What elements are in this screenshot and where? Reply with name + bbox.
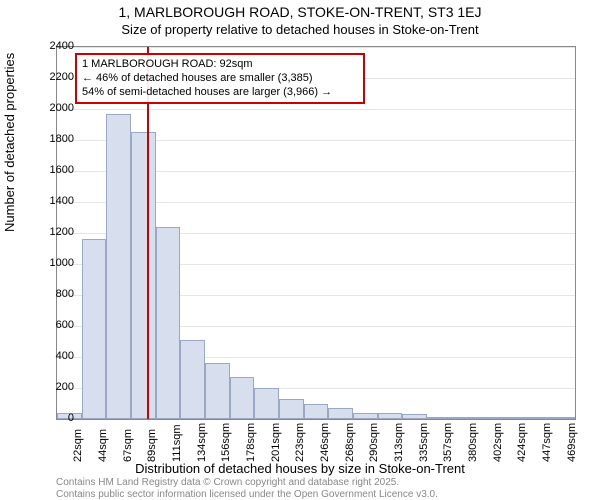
histogram-bar [304, 404, 329, 420]
x-tick-label: 22sqm [72, 429, 84, 462]
histogram-bar [131, 132, 156, 419]
histogram-bar [254, 388, 279, 419]
chart-subtitle: Size of property relative to detached ho… [0, 22, 600, 37]
gridline [57, 109, 575, 110]
y-tick-label: 400 [34, 350, 74, 362]
y-tick-label: 1000 [34, 257, 74, 269]
x-tick-label: 178sqm [245, 423, 257, 462]
x-tick-label: 89sqm [146, 429, 158, 462]
x-axis-title: Distribution of detached houses by size … [0, 461, 600, 476]
x-tick-label: 111sqm [171, 424, 183, 462]
y-tick-label: 2400 [34, 40, 74, 52]
histogram-bar [550, 417, 575, 419]
annotation-title: 1 MARLBOROUGH ROAD: 92sqm [82, 58, 358, 72]
histogram-bar [328, 408, 353, 419]
y-tick-label: 0 [34, 412, 74, 424]
y-axis-title: Number of detached properties [2, 53, 17, 232]
x-tick-label: 223sqm [294, 423, 306, 462]
gridline [57, 47, 575, 48]
x-tick-label: 313sqm [393, 423, 405, 462]
histogram-bar [353, 413, 378, 419]
footer-licence: Contains public sector information licen… [56, 489, 438, 500]
histogram-bar [427, 417, 452, 419]
histogram-bar [526, 417, 551, 419]
x-tick-label: 44sqm [97, 429, 109, 462]
x-tick-label: 402sqm [492, 423, 504, 462]
y-tick-label: 1800 [34, 133, 74, 145]
histogram-bar [156, 227, 181, 419]
y-tick-label: 1200 [34, 226, 74, 238]
histogram-bar [476, 417, 501, 419]
x-tick-label: 201sqm [270, 423, 282, 462]
x-tick-label: 290sqm [368, 423, 380, 462]
histogram-bar [452, 417, 477, 419]
x-tick-label: 357sqm [442, 423, 454, 462]
histogram-bar [205, 363, 230, 419]
histogram-bar [180, 340, 205, 419]
histogram-bar [402, 414, 427, 419]
annotation-larger: 54% of semi-detached houses are larger (… [82, 86, 358, 100]
x-tick-label: 447sqm [541, 423, 553, 462]
x-tick-label: 246sqm [319, 423, 331, 462]
x-tick-label: 268sqm [344, 423, 356, 462]
chart-title: 1, MARLBOROUGH ROAD, STOKE-ON-TRENT, ST3… [0, 4, 600, 20]
y-tick-label: 800 [34, 288, 74, 300]
histogram-bar [279, 399, 304, 419]
y-tick-label: 600 [34, 319, 74, 331]
histogram-bar [501, 417, 526, 419]
annotation-smaller: ← 46% of detached houses are smaller (3,… [82, 72, 358, 86]
histogram-bar [230, 377, 255, 419]
y-tick-label: 2000 [34, 102, 74, 114]
y-tick-label: 2200 [34, 71, 74, 83]
x-tick-label: 335sqm [418, 423, 430, 462]
footer-copyright: Contains HM Land Registry data © Crown c… [56, 477, 399, 488]
x-tick-label: 156sqm [220, 423, 232, 462]
x-tick-label: 134sqm [196, 423, 208, 462]
chart-container: 1, MARLBOROUGH ROAD, STOKE-ON-TRENT, ST3… [0, 0, 600, 500]
x-tick-label: 380sqm [467, 423, 479, 462]
x-tick-label: 469sqm [566, 423, 578, 462]
x-tick-label: 67sqm [122, 429, 134, 462]
histogram-bar [378, 413, 403, 419]
histogram-bar [106, 114, 131, 419]
annotation-box: 1 MARLBOROUGH ROAD: 92sqm← 46% of detach… [75, 53, 365, 104]
y-tick-label: 1400 [34, 195, 74, 207]
y-tick-label: 200 [34, 381, 74, 393]
plot-area: 1 MARLBOROUGH ROAD: 92sqm← 46% of detach… [56, 46, 576, 420]
histogram-bar [82, 239, 107, 419]
x-tick-label: 424sqm [516, 423, 528, 462]
y-tick-label: 1600 [34, 164, 74, 176]
